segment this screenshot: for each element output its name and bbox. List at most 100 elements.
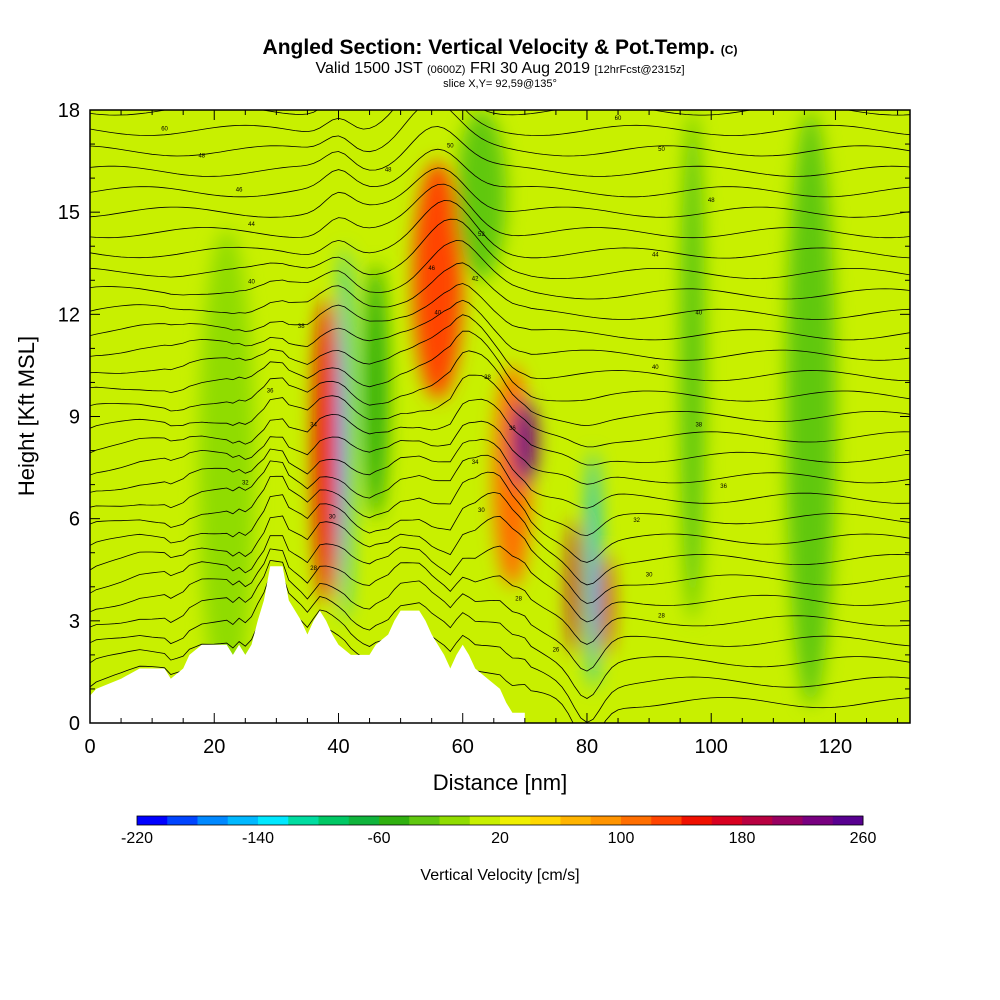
velocity-feature <box>680 110 705 621</box>
isentrope-line <box>90 183 910 239</box>
x-axis-title: Distance [nm] <box>433 770 568 795</box>
isentrope-line <box>90 283 910 341</box>
y-axis-title: Height [Kft MSL] <box>14 336 39 496</box>
isentrope-label: 46 <box>236 188 243 194</box>
colorbar-swatch <box>500 816 531 825</box>
isentrope-line <box>90 262 910 320</box>
x-tick-label: 60 <box>452 736 474 758</box>
colorbar-tick-label: -220 <box>121 830 153 847</box>
x-tick-label: 40 <box>327 736 349 758</box>
colorbar-swatch <box>530 816 561 825</box>
colorbar-swatch <box>439 816 471 825</box>
isentrope-label: 38 <box>695 423 702 429</box>
colorbar-swatch <box>560 816 592 825</box>
velocity-feature <box>413 161 463 400</box>
isentrope-label: 48 <box>708 198 715 204</box>
velocity-feature <box>338 246 351 621</box>
isentrope-line <box>90 454 910 537</box>
colorbar-swatch <box>590 816 622 825</box>
isentrope-label: 36 <box>509 426 516 432</box>
isentrope-line <box>90 110 910 157</box>
colorbar-tick-label: -140 <box>242 830 274 847</box>
colorbar-swatch <box>379 816 410 825</box>
velocity-feature <box>785 110 836 706</box>
isentrope-label: 32 <box>633 518 640 524</box>
colorbar: -220 -140 -60 20 100 180 260 <box>121 815 876 847</box>
isentrope-label: 52 <box>478 232 485 238</box>
x-tick-label: 100 <box>695 736 728 758</box>
isentrope-line <box>90 491 910 586</box>
isentrope-label: 42 <box>472 276 479 282</box>
colorbar-swatch <box>681 816 713 825</box>
x-axis: 0 20 40 60 80 100 120 <box>84 110 899 758</box>
isentrope-label: 30 <box>478 508 485 514</box>
isentrope-line <box>90 314 910 382</box>
isentrope-line <box>90 535 910 623</box>
y-tick-label: 6 <box>69 509 80 531</box>
isentrope-label: 36 <box>267 389 274 395</box>
colorbar-swatch <box>651 816 682 825</box>
colorbar-swatch <box>197 816 229 825</box>
colorbar-swatch <box>711 816 743 825</box>
colorbar-tick-label: 20 <box>491 830 509 847</box>
colorbar-swatch <box>802 816 834 825</box>
isentrope-label: 40 <box>435 310 442 316</box>
isentrope-label: 38 <box>298 324 305 330</box>
isentrope-line <box>90 200 910 259</box>
isentrope-label: 28 <box>310 566 317 572</box>
isentrope-label: 32 <box>242 481 249 487</box>
chart-subtitle: Valid 1500 JST (0600Z) FRI 30 Aug 2019 [… <box>315 60 685 77</box>
isentrope-lines <box>90 110 910 723</box>
isentrope-label: 34 <box>472 460 479 466</box>
isentrope-line <box>90 398 910 466</box>
colorbar-swatch <box>469 816 501 825</box>
isentrope-label: 34 <box>310 423 317 429</box>
colorbar-swatch <box>167 816 198 825</box>
isentrope-label: 48 <box>385 167 392 173</box>
isentrope-line <box>90 374 910 448</box>
colorbar-swatch <box>227 816 259 825</box>
isentrope-label: 40 <box>248 280 255 286</box>
isentrope-line <box>90 218 910 280</box>
isentrope-label: 26 <box>553 647 560 653</box>
colorbar-swatch <box>772 816 803 825</box>
isentrope-line <box>90 126 910 177</box>
chart-title: Angled Section: Vertical Velocity & Pot.… <box>262 36 738 59</box>
isentrope-label: 60 <box>161 126 168 132</box>
isentrope-line <box>90 515 910 604</box>
x-tick-label: 20 <box>203 736 225 758</box>
isentrope-label: 44 <box>652 252 659 258</box>
colorbar-swatch <box>621 816 652 825</box>
isentrope-labels: 60 48 46 44 40 38 36 34 32 30 28 48 50 52 46 42 40 38 36 34… <box>161 116 727 653</box>
isentrope-line <box>90 420 910 485</box>
isentrope-label: 40 <box>652 365 659 371</box>
isentrope-line <box>90 548 910 645</box>
isentrope-line <box>90 438 910 509</box>
x-tick-label: 120 <box>819 736 852 758</box>
isentrope-line <box>90 471 910 563</box>
colorbar-swatch <box>318 816 350 825</box>
colorbar-title: Vertical Velocity [cm/s] <box>420 867 579 884</box>
isentrope-line <box>90 110 910 116</box>
isentrope-label: 46 <box>428 266 435 272</box>
velocity-feature <box>456 110 507 281</box>
isentrope-line <box>90 330 910 402</box>
isentrope-label: 28 <box>515 596 522 602</box>
colorbar-tick-label: 180 <box>729 830 756 847</box>
isentrope-label: 48 <box>198 154 205 160</box>
isentrope-label: 38 <box>484 375 491 381</box>
velocity-feature <box>363 263 389 519</box>
x-tick-label: 0 <box>84 736 95 758</box>
isentrope-label: 36 <box>720 484 727 490</box>
colorbar-swatch <box>348 816 380 825</box>
y-tick-label: 12 <box>58 304 80 326</box>
isentrope-line <box>90 110 910 136</box>
isentrope-line <box>90 559 910 672</box>
isentrope-label: 30 <box>646 573 653 579</box>
isentrope-line <box>90 299 910 361</box>
velocity-feature <box>586 450 600 689</box>
colorbar-swatch <box>832 816 864 825</box>
colorbar-swatch <box>288 816 319 825</box>
isentrope-line <box>90 167 910 218</box>
